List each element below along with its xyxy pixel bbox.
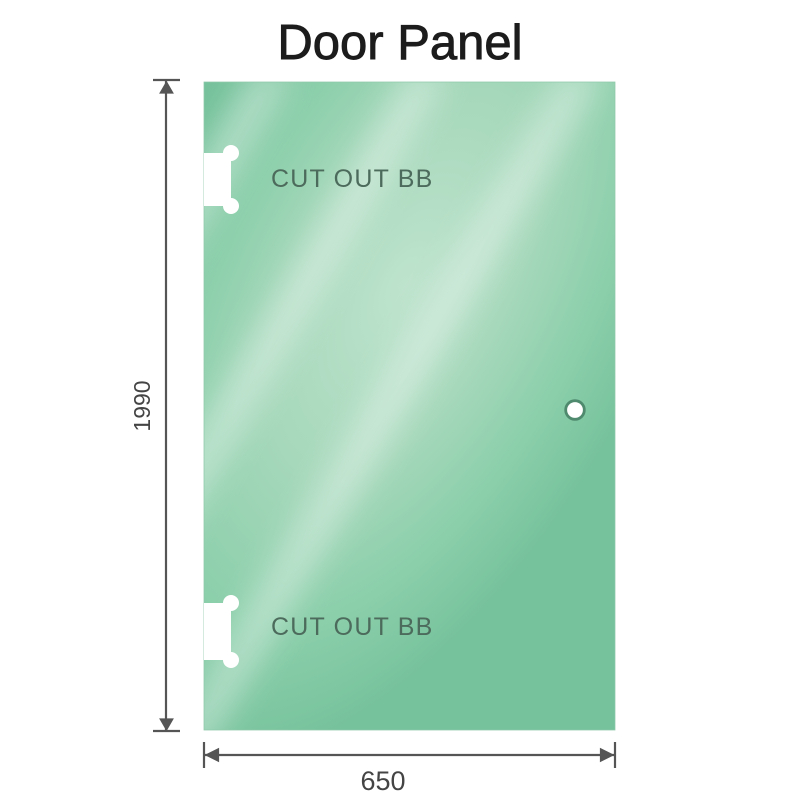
svg-text:1990: 1990 [129,380,155,431]
svg-text:CUT OUT BB: CUT OUT BB [271,613,434,641]
svg-text:650: 650 [360,766,405,796]
svg-text:CUT OUT BB: CUT OUT BB [271,165,434,193]
